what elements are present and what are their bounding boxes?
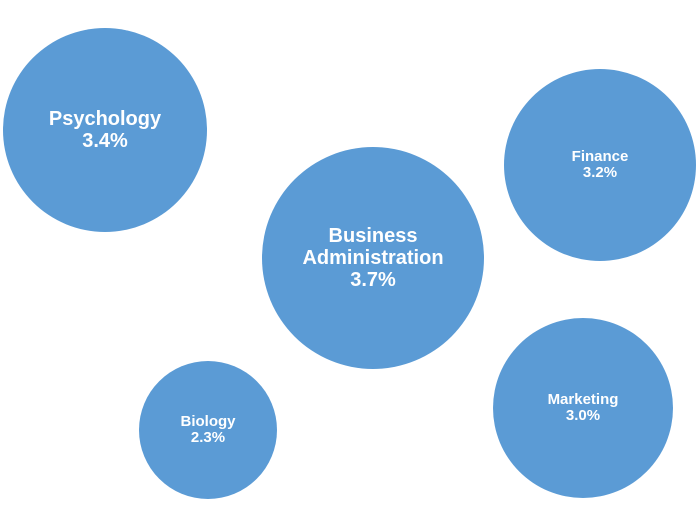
bubble: Marketing 3.0%	[493, 318, 673, 498]
value-label: 3.0%	[565, 407, 601, 424]
bubble: Business Administration 3.7%	[262, 147, 484, 369]
bubble-label: Business Administration	[302, 225, 444, 269]
value-label: 3.4%	[82, 130, 128, 152]
bubble: Biology 2.3%	[139, 361, 277, 499]
value-label: 3.7%	[350, 269, 396, 291]
bubble-label: Biology	[180, 412, 236, 430]
value-label: 3.2%	[582, 164, 618, 181]
bubble: Finance 3.2%	[504, 69, 696, 261]
value-label: 2.3%	[190, 429, 226, 446]
bubble-label: Psychology	[48, 108, 162, 130]
bubble: Psychology 3.4%	[3, 28, 207, 232]
bubble-label: Finance	[571, 147, 629, 165]
bubble-label: Marketing	[547, 390, 619, 408]
